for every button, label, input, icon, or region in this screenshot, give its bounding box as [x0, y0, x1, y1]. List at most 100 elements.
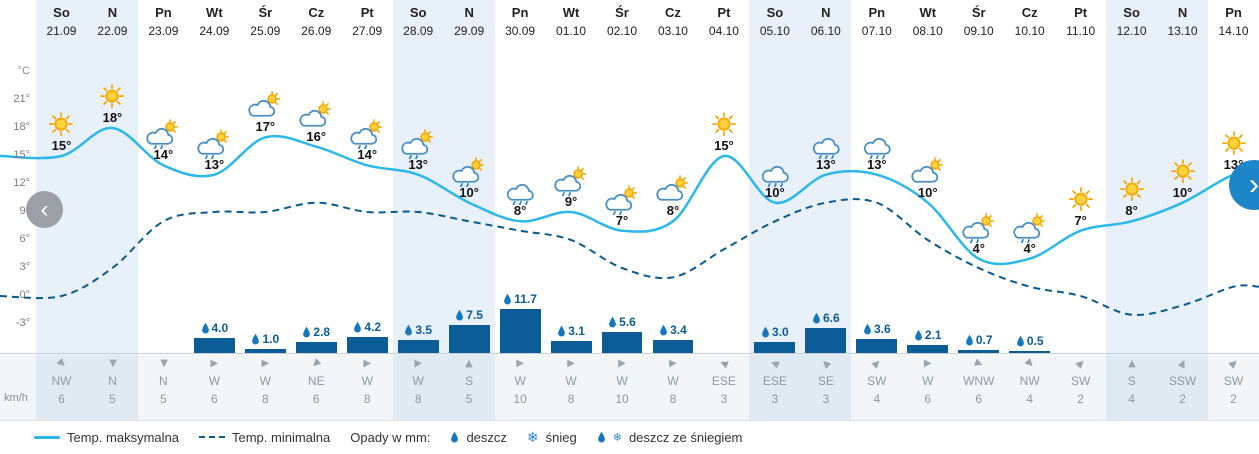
axis-tick-label: 21° — [13, 93, 30, 105]
partly-icon — [243, 91, 287, 121]
legend-rain-snow: ❄ deszcz ze śniegiem — [597, 430, 742, 445]
partly-icon — [651, 175, 695, 205]
wind-direction-label: S — [1127, 374, 1136, 388]
day-column[interactable]: Śr 09.10 4° 0.7 ▶ WNW 6 — [953, 0, 1004, 420]
day-column[interactable]: Wt 01.10 9° 3.1 ▶ W 8 — [546, 0, 597, 420]
day-column[interactable]: Śr 02.10 7° 5.6 ▶ W 10 — [597, 0, 648, 420]
precip-amount: 0.7 — [975, 333, 993, 348]
rain-drop-icon — [302, 326, 311, 338]
day-column[interactable]: Pn 07.10 13° 3.6 ▶ SW 4 — [851, 0, 902, 420]
sun-icon — [1161, 157, 1205, 187]
rain-sun-icon — [957, 213, 1001, 243]
day-column[interactable]: Cz 26.09 16° 2.8 ▶ NE 6 — [291, 0, 342, 420]
rain-drop-icon — [557, 325, 566, 337]
wind-speed-label: 6 — [312, 392, 320, 406]
day-column[interactable]: Pt 11.10 7° ▶ SW 2 — [1055, 0, 1106, 420]
precip-amount: 3.1 — [568, 324, 585, 339]
day-column[interactable]: N 29.09 10° 7.5 ▶ S 5 — [444, 0, 495, 420]
wind-arrow-icon: ▶ — [1175, 357, 1190, 370]
day-column[interactable]: N 06.10 13° 6.6 ▶ SE 3 — [800, 0, 851, 420]
axis-tick-label: -3° — [15, 317, 30, 329]
max-temp-label: 10° — [917, 184, 938, 200]
wind-direction-label: SSW — [1168, 374, 1197, 388]
day-column[interactable]: Pn 23.09 14° ▶ N 5 — [138, 0, 189, 420]
date-label: 22.09 — [97, 24, 128, 38]
wind-arrow-icon: ▶ — [923, 358, 932, 369]
day-label: So — [409, 5, 427, 20]
wind-direction-label: N — [108, 374, 117, 388]
precip-value: 11.7 — [495, 292, 546, 306]
wind-direction-label: SW — [1070, 374, 1091, 388]
rain-drop-icon — [812, 312, 821, 324]
sun-icon — [90, 82, 134, 112]
wind-speed-label: 8 — [567, 392, 575, 406]
day-column[interactable]: N 22.09 18° ▶ N 5 — [87, 0, 138, 420]
day-column[interactable]: So 21.09 15° ▶ NW 6 — [36, 0, 87, 420]
legend-snow-label: śnieg — [545, 429, 577, 445]
day-label: Wt — [206, 5, 223, 20]
wind-arrow-icon: ▶ — [870, 356, 884, 371]
weather-block: 14° — [138, 119, 189, 162]
precip-amount: 1.0 — [262, 332, 280, 347]
wind-arrow-icon: ▶ — [973, 356, 985, 371]
rain-icon — [753, 157, 797, 187]
wind-arrow-icon: ▶ — [516, 358, 524, 369]
day-column[interactable]: N 13.10 10° ▶ SSW 2 — [1157, 0, 1208, 420]
precip-bar — [652, 340, 694, 353]
day-column[interactable]: Śr 25.09 17° 1.0 ▶ W 8 — [240, 0, 291, 420]
day-column[interactable]: Pn 14.10 13° ▶ SW 2 — [1208, 0, 1259, 420]
wind-arrow-icon: ▶ — [157, 359, 169, 368]
partly-icon — [294, 101, 338, 131]
day-column[interactable]: So 12.10 8° ▶ S 4 — [1106, 0, 1157, 420]
prev-button[interactable]: ‹ — [26, 191, 63, 228]
wind-speed-label: 3 — [720, 392, 728, 406]
day-column[interactable]: Cz 03.10 8° 3.4 ▶ W 8 — [648, 0, 699, 420]
date-label: 13.10 — [1167, 24, 1198, 38]
precip-value: 3.5 — [393, 323, 444, 337]
day-column[interactable]: So 05.10 10° 3.0 ▶ ESE 3 — [749, 0, 800, 420]
rain-drop-icon — [455, 309, 464, 321]
day-column[interactable]: Cz 10.10 4° 0.5 ▶ NW 4 — [1004, 0, 1055, 420]
legend-min-temp: Temp. minimalna — [198, 430, 330, 445]
wind-direction-label: NE — [307, 374, 325, 388]
precip-value: 5.6 — [597, 315, 648, 329]
date-label: 26.09 — [301, 24, 332, 38]
day-column[interactable]: Wt 08.10 10° 2.1 ▶ W 6 — [902, 0, 953, 420]
axis-tick-label: 9° — [19, 205, 30, 217]
precip-value: 3.6 — [851, 322, 902, 336]
date-label: 25.09 — [250, 24, 281, 38]
rain-icon — [855, 129, 899, 159]
weather-block: 15° — [698, 110, 749, 153]
precip-baseline — [0, 353, 1259, 354]
day-column[interactable]: So 28.09 13° 3.5 ▶ W 8 — [393, 0, 444, 420]
wind-speed-label: 6 — [975, 392, 983, 406]
wind-speed-label: 8 — [363, 392, 371, 406]
day-label: Cz — [665, 5, 681, 20]
precip-amount: 6.6 — [823, 310, 840, 325]
wind-direction-label: WNW — [963, 374, 995, 388]
temp-unit-label: °C — [17, 65, 30, 77]
day-column[interactable]: Wt 24.09 13° 4.0 ▶ W 6 — [189, 0, 240, 420]
wind-direction-label: W — [565, 374, 577, 388]
day-label: Pn — [868, 5, 886, 20]
axis-tick-label: 18° — [13, 121, 30, 133]
next-button[interactable]: › — [1229, 160, 1259, 210]
sun-icon — [1059, 185, 1103, 215]
wind-direction-label: W — [922, 374, 934, 388]
rain-drop-icon — [1016, 335, 1025, 347]
wind-arrow-icon: ▶ — [1023, 356, 1037, 371]
precip-amount: 3.5 — [415, 322, 433, 337]
precip-bar — [193, 337, 235, 353]
axis-tick-label: 12° — [13, 177, 30, 189]
weather-block: 16° — [291, 101, 342, 144]
axis-tick-label: 3° — [19, 261, 30, 273]
precip-amount: 0.5 — [1026, 334, 1044, 348]
max-temp-line-sample — [34, 435, 60, 439]
day-column[interactable]: Pt 27.09 14° 4.2 ▶ W 8 — [342, 0, 393, 420]
precip-bar — [295, 342, 337, 353]
wind-speed-label: 5 — [160, 392, 167, 406]
wind-direction-label: ESE — [711, 374, 736, 388]
rain-drop-icon — [201, 322, 210, 334]
day-column[interactable]: Pn 30.09 8° 11.7 ▶ W 10 — [495, 0, 546, 420]
day-column[interactable]: Pt 04.10 15° ▶ ESE 3 — [698, 0, 749, 420]
